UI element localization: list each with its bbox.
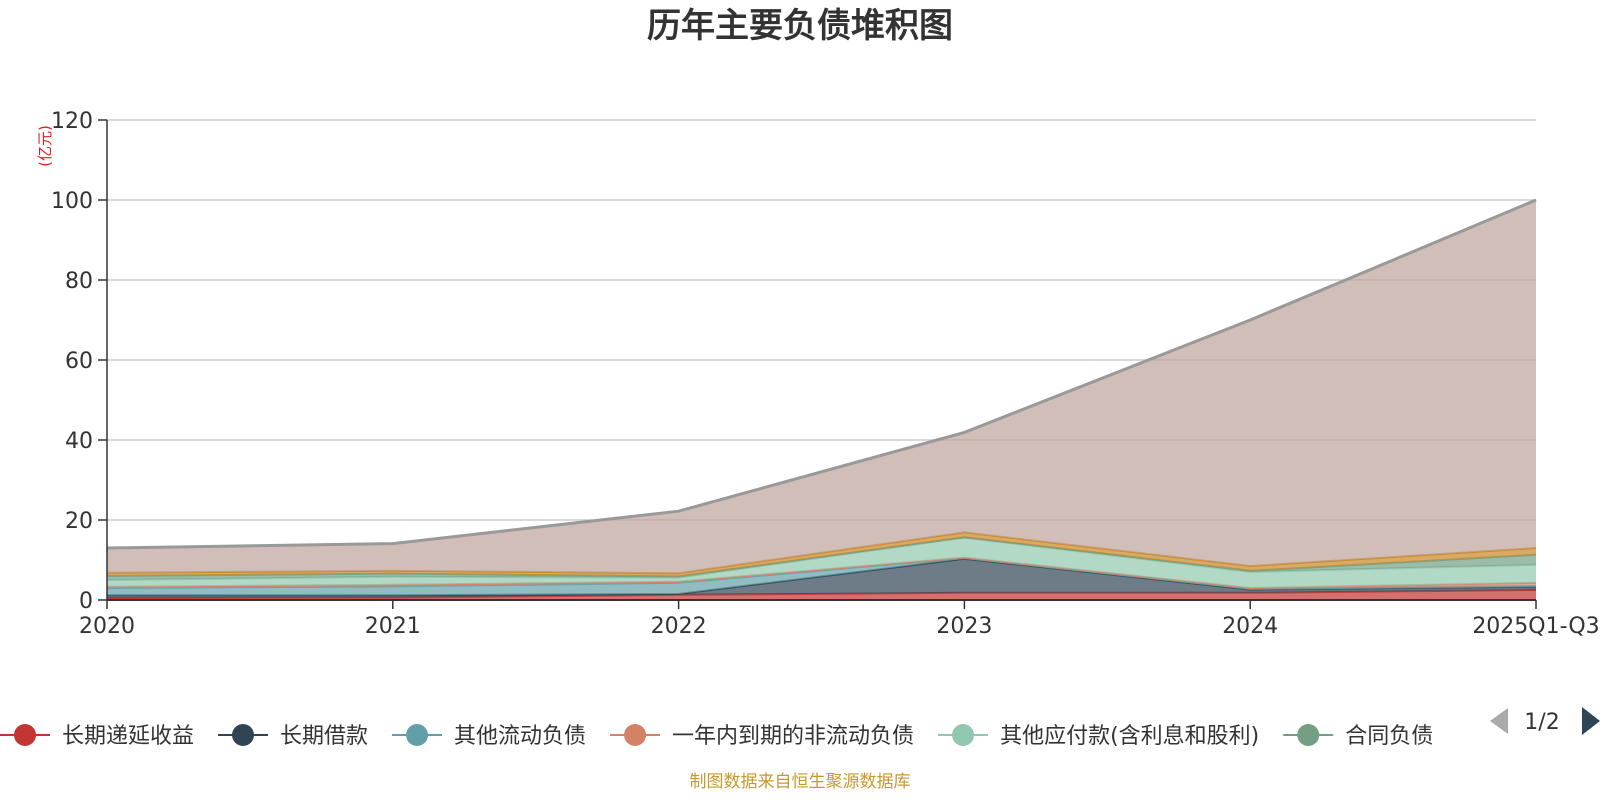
legend: 长期递延收益 长期借款 其他流动负债 一年内到期的非流动负债 其他应付款(含利息和股利)… bbox=[0, 724, 1433, 749]
y-tick-label: 80 bbox=[65, 269, 93, 294]
y-tick-label: 60 bbox=[65, 349, 93, 374]
area-1 bbox=[107, 558, 1536, 598]
legend-label: 合同负债 bbox=[1345, 724, 1433, 749]
legend-label: 长期递延收益 bbox=[62, 724, 194, 749]
x-tick-label: 2022 bbox=[651, 614, 707, 639]
legend-item-4[interactable]: 其他应付款(含利息和股利) bbox=[938, 724, 1259, 749]
legend-prev-page-icon[interactable] bbox=[1490, 708, 1508, 734]
legend-marker-icon bbox=[624, 724, 647, 746]
y-tick-label: 40 bbox=[65, 429, 93, 454]
x-tick-label: 2024 bbox=[1222, 614, 1278, 639]
y-tick-label: 120 bbox=[51, 109, 93, 134]
legend-item-1[interactable]: 长期借款 bbox=[218, 724, 368, 749]
y-tick-label: 20 bbox=[65, 509, 93, 534]
legend-next-page-icon[interactable] bbox=[1582, 707, 1600, 735]
legend-marker-icon bbox=[406, 724, 429, 746]
legend-item-5[interactable]: 合同负债 bbox=[1283, 724, 1433, 749]
legend-marker-icon bbox=[952, 724, 975, 746]
legend-label: 其他流动负债 bbox=[454, 724, 586, 749]
legend-label: 其他应付款(含利息和股利) bbox=[1000, 724, 1259, 749]
x-tick-label: 2025Q1-Q3 bbox=[1472, 614, 1599, 639]
y-tick-label: 0 bbox=[79, 589, 93, 614]
legend-marker-icon bbox=[232, 724, 255, 746]
area-7 bbox=[107, 200, 1536, 574]
x-tick-label: 2020 bbox=[79, 614, 135, 639]
area-series bbox=[106, 198, 1537, 600]
legend-page-indicator: 1/2 bbox=[1524, 710, 1559, 735]
legend-item-0[interactable]: 长期递延收益 bbox=[0, 724, 194, 749]
area-6 bbox=[107, 532, 1536, 577]
legend-label: 长期借款 bbox=[280, 724, 368, 749]
y-tick-label: 100 bbox=[51, 189, 93, 214]
legend-marker-icon bbox=[1297, 724, 1320, 746]
legend-label: 一年内到期的非流动负债 bbox=[672, 724, 914, 749]
legend-pager: 1/2 bbox=[1490, 707, 1600, 735]
y-axis-unit-label: (亿元) bbox=[36, 125, 54, 167]
legend-marker-icon bbox=[14, 724, 36, 746]
legend-item-2[interactable]: 其他流动负债 bbox=[392, 724, 586, 749]
x-tick-label: 2021 bbox=[365, 614, 421, 639]
chart-title: 历年主要负债堆积图 bbox=[647, 6, 953, 46]
source-note: 制图数据来自恒生聚源数据库 bbox=[690, 772, 911, 792]
legend-item-3[interactable]: 一年内到期的非流动负债 bbox=[610, 724, 914, 749]
area-4 bbox=[107, 537, 1536, 588]
x-tick-label: 2023 bbox=[936, 614, 992, 639]
axes: 0 20 40 60 80 100 120 2020 2021 2022 2023 2024 2025Q… bbox=[51, 109, 1600, 639]
series-line-7 bbox=[106, 198, 1537, 550]
